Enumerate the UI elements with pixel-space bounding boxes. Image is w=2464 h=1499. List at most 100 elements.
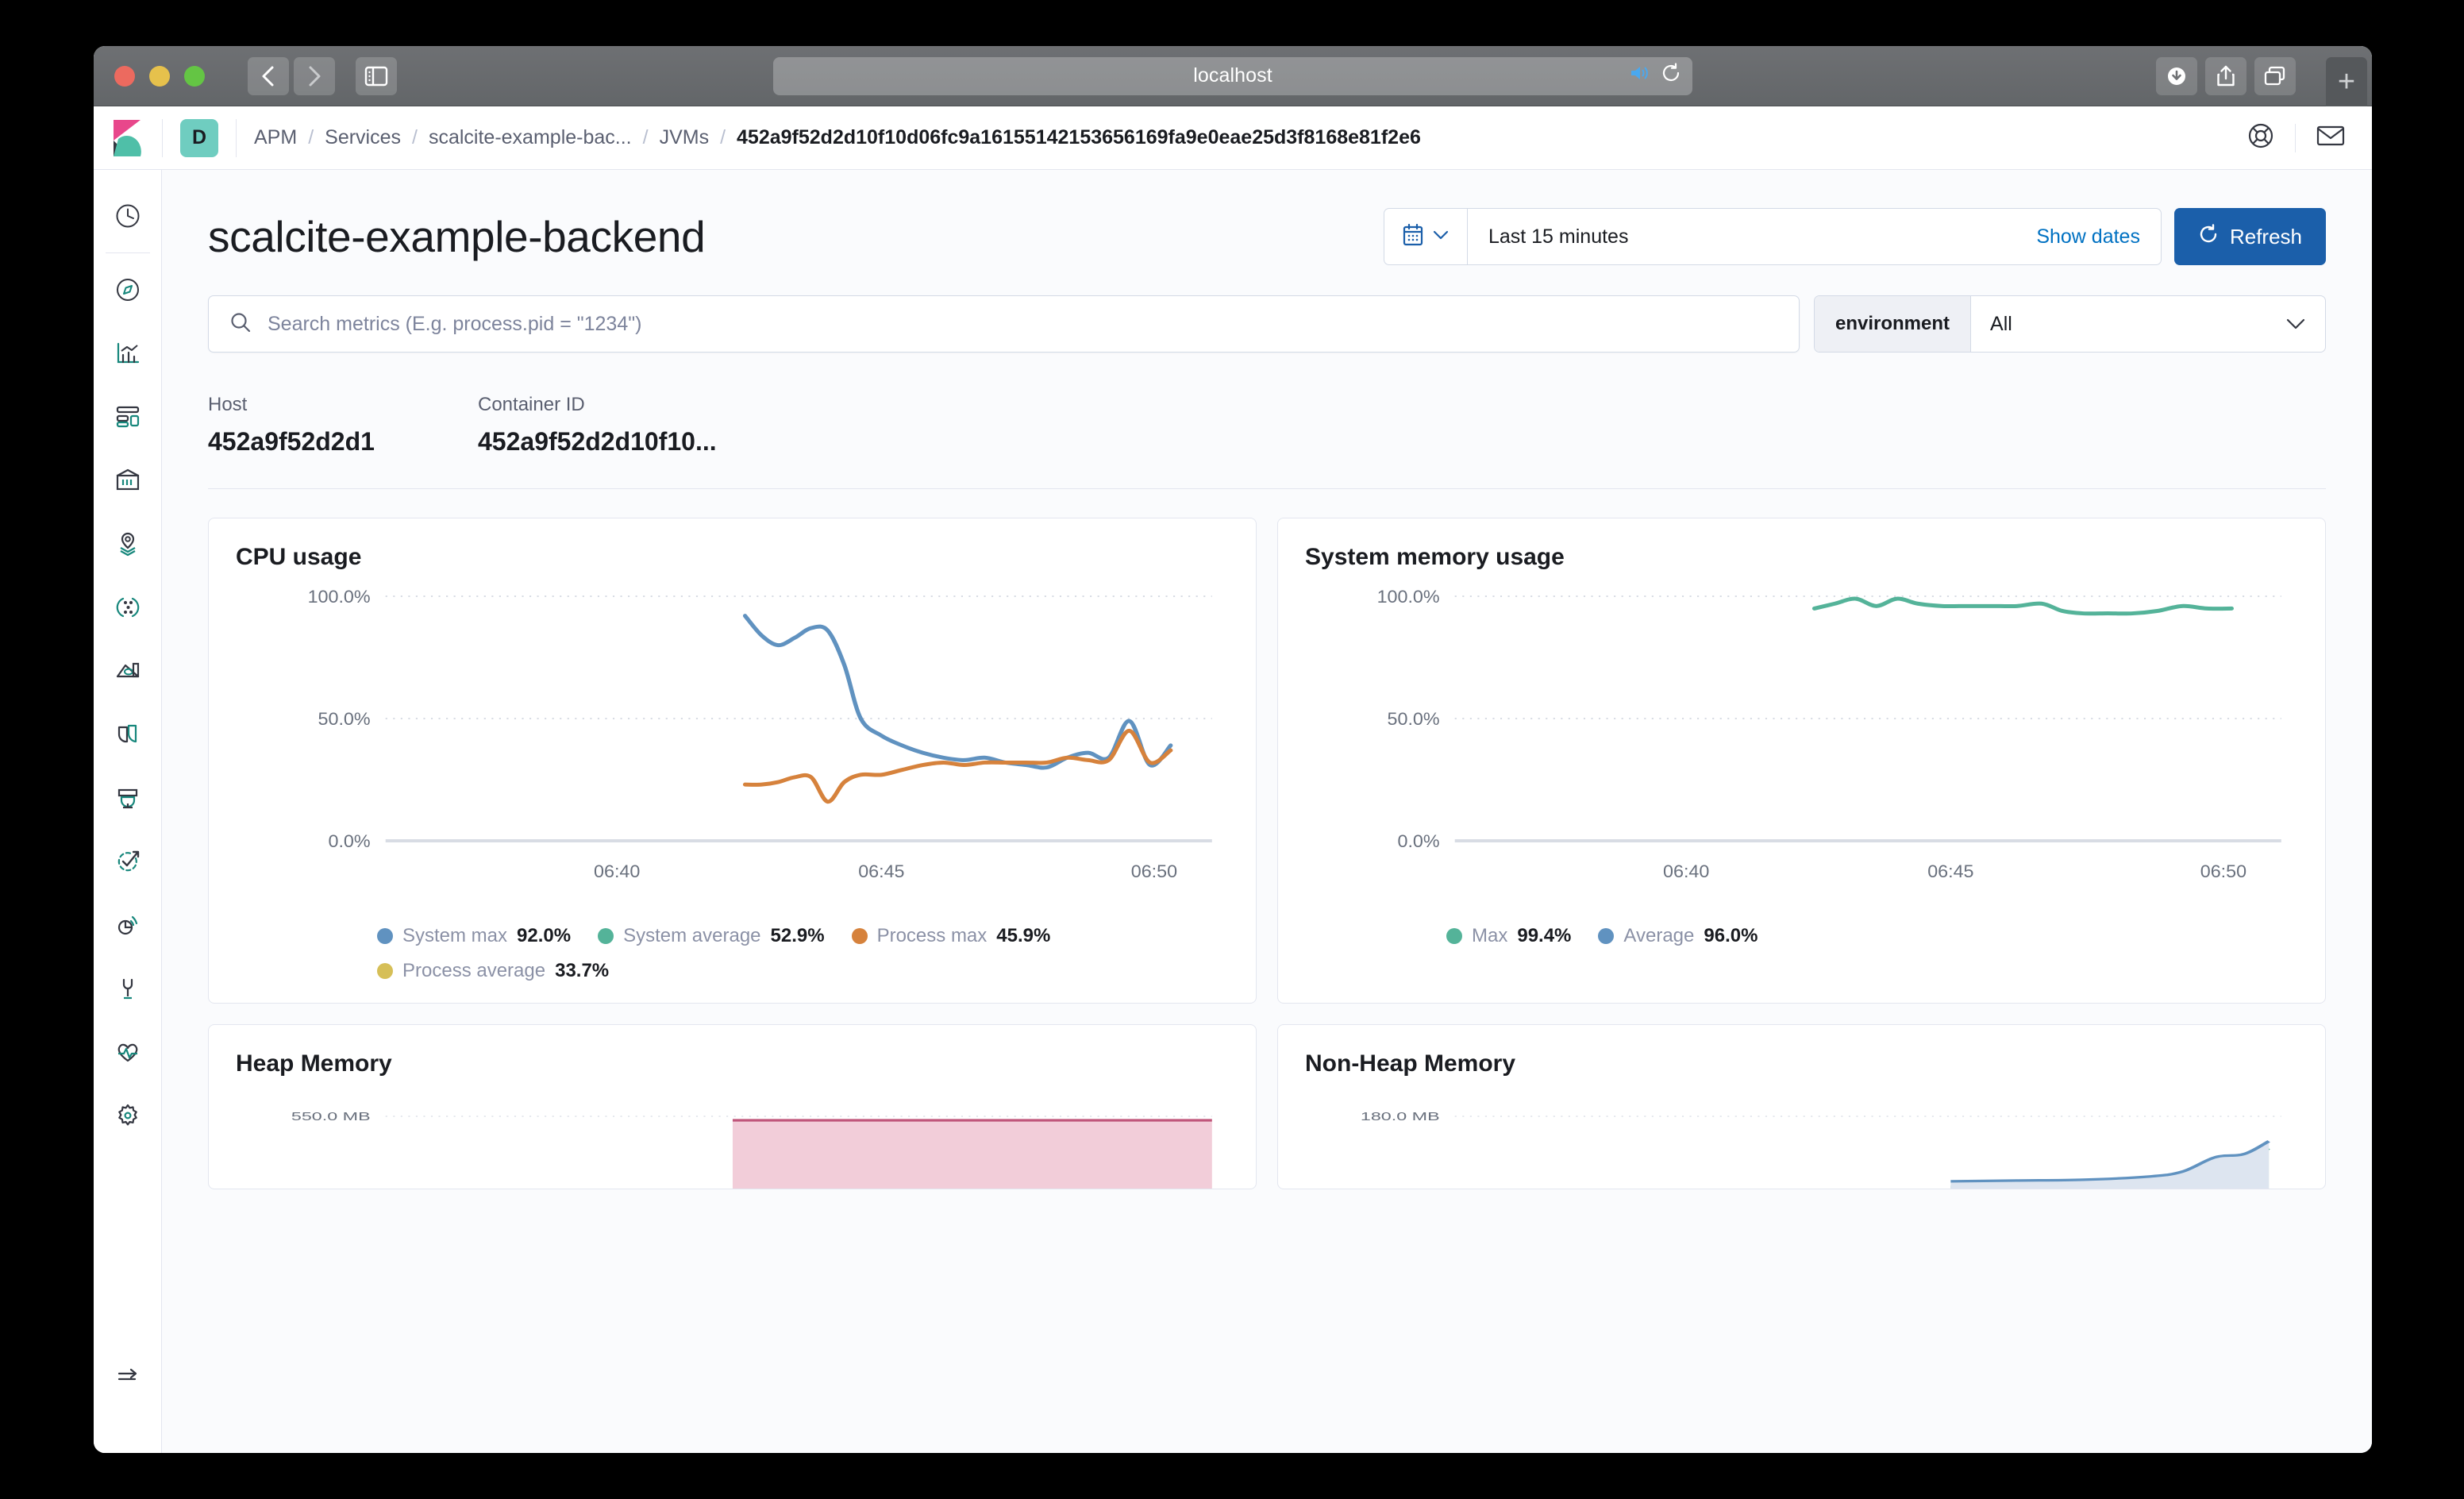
legend-item[interactable]: Max 99.4% [1446,925,1571,947]
sidebar-item-canvas[interactable] [94,449,162,512]
sidebar-toggle-icon[interactable] [356,56,397,95]
sidebar-item-visualize[interactable] [94,322,162,385]
panel-title-nonheap: Non-Heap Memory [1305,1050,1516,1077]
super-date-picker: Last 15 minutes Show dates Refresh [1383,208,2326,265]
legend-item[interactable]: System average 52.9% [598,925,825,947]
sidebar-item-discover[interactable] [94,258,162,322]
legend-item[interactable]: Process max 45.9% [851,925,1050,947]
y-axis-tick: 50.0% [318,709,371,729]
legend-swatch [377,963,393,979]
chart-system-memory[interactable]: 0.0% 50.0% 100.0% 06:40 06:45 06:50 [1305,579,2298,912]
x-axis-tick: 06:45 [858,861,904,881]
sidebar-item-dev-tools[interactable] [94,957,162,1020]
sidebar-item-siem[interactable] [94,893,162,957]
header-actions [2247,122,2345,153]
sidebar-item-dashboard[interactable] [94,385,162,449]
legend-swatch [377,928,393,944]
sidebar-item-recently-viewed[interactable] [94,184,162,248]
x-axis-tick: 06:50 [1131,861,1177,881]
back-button[interactable] [248,56,289,95]
show-dates-button[interactable]: Show dates [2036,225,2140,248]
panel-non-heap-memory: Non-Heap Memory 180.0 MB [1277,1024,2326,1189]
forward-button[interactable] [294,56,335,95]
x-axis-tick: 06:50 [2200,861,2246,881]
breadcrumb-separator: / [720,126,726,148]
global-sidebar [94,170,162,1453]
environment-select[interactable]: All [1971,296,2325,352]
series-area [732,1119,1212,1189]
x-axis-tick: 06:40 [1663,861,1709,881]
environment-value: All [1990,312,2012,335]
page-header: scalcite-example-backend [208,170,2326,265]
panel-title-cpu: CPU usage [236,544,362,570]
meta-host: Host 452a9f52d2d1 [208,394,478,457]
search-metrics-box[interactable] [208,295,1800,353]
breadcrumb-container-id: 452a9f52d2d10f10d06fc9a16155142153656169… [737,126,1421,148]
sidebar-item-apm[interactable] [94,766,162,830]
chart-heap-memory[interactable]: 550.0 MB [236,1085,1229,1189]
legend-item[interactable]: System max 92.0% [377,925,571,947]
y-axis-tick: 100.0% [308,587,371,607]
breadcrumb-separator: / [412,126,418,148]
download-icon[interactable] [2156,56,2197,95]
y-axis-tick: 0.0% [329,831,371,851]
browser-window: localhost [94,46,2372,1453]
breadcrumb-jvms[interactable]: JVMs [659,126,710,148]
help-ring-icon[interactable] [2247,122,2274,153]
legend-item[interactable]: Average 96.0% [1598,925,1758,947]
environment-label: environment [1815,296,1972,352]
address-bar[interactable]: localhost [773,56,1692,95]
divider [2295,123,2296,152]
series-area [1950,1141,2270,1189]
mail-icon[interactable] [2316,125,2345,151]
search-input[interactable] [268,312,1778,336]
panel-heap-memory: Heap Memory 550.0 MB [208,1024,1257,1189]
breadcrumb-service[interactable]: scalcite-example-bac... [428,126,632,148]
kibana-logo[interactable] [94,119,162,156]
series-line [1950,1140,2270,1183]
browser-titlebar: localhost [94,46,2372,106]
tab-overview-icon[interactable] [2254,56,2296,95]
series-line [742,728,1173,804]
minimize-window-button[interactable] [149,65,170,87]
calendar-icon [1402,223,1424,251]
chart-cpu-usage[interactable]: 0.0% 50.0% 100.0% 06:40 06:45 06:50 [236,579,1229,912]
breadcrumb-services[interactable]: Services [325,126,402,148]
chart-non-heap-memory[interactable]: 180.0 MB [1305,1085,2298,1189]
meta-container-id: Container ID 452a9f52d2d10f10... [478,394,748,457]
date-quick-select[interactable] [1384,209,1468,264]
sidebar-item-machine-learning[interactable] [94,576,162,639]
breadcrumb-apm[interactable]: APM [254,126,298,148]
sidebar-item-uptime[interactable] [94,830,162,893]
refresh-button[interactable]: Refresh [2173,208,2326,265]
legend-item[interactable]: Process average 33.7% [377,960,609,982]
environment-filter: environment All [1814,295,2326,353]
new-tab-button[interactable]: + [2326,57,2367,106]
sidebar-item-management[interactable] [94,1084,162,1147]
browser-toolbar-right [2156,56,2296,95]
maximize-window-button[interactable] [184,65,205,87]
sidebar-collapse-button[interactable] [94,1345,162,1408]
y-axis-tick: 0.0% [1398,831,1440,851]
app-body: scalcite-example-backend [94,170,2372,1453]
legend-swatch [1598,928,1615,944]
sidebar-item-maps[interactable] [94,512,162,576]
space-avatar[interactable]: D [180,118,218,157]
share-icon[interactable] [2205,56,2246,95]
y-axis-tick: 180.0 MB [1361,1111,1440,1123]
sidebar-item-infrastructure[interactable] [94,639,162,703]
sidebar-item-monitoring[interactable] [94,1020,162,1084]
legend-cpu: System max 92.0% System average 52.9% Pr… [236,925,1229,982]
divider [162,118,163,157]
divider [105,252,150,253]
url-text: localhost [1193,64,1272,87]
address-bar-actions [1629,57,1681,95]
sidebar-item-logs[interactable] [94,703,162,766]
speaker-icon[interactable] [1629,64,1651,88]
meta-host-value: 452a9f52d2d1 [208,427,375,456]
date-range-label[interactable]: Last 15 minutes [1488,225,1629,248]
close-window-button[interactable] [114,65,135,87]
kibana-header: D APM / Services / scalcite-example-bac.… [94,106,2372,170]
reload-icon[interactable] [1661,63,1681,89]
nav-buttons [248,56,397,95]
